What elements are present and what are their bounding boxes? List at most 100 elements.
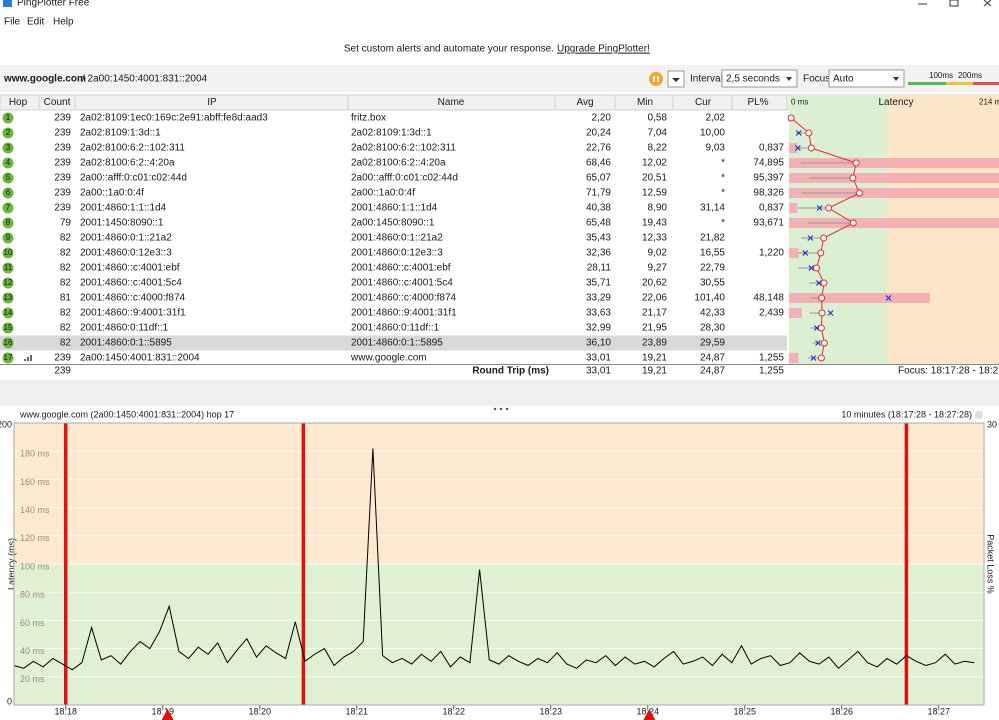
name-cell: 2001:4860::c:4000:f874	[351, 293, 457, 304]
focus-select[interactable]	[828, 69, 905, 88]
column-header[interactable]: Avg	[576, 97, 593, 108]
splitter-grip	[499, 407, 503, 411]
name-cell: 2001:4860::c:4001:5c4	[351, 278, 453, 289]
pl-cell: 2,439	[759, 308, 784, 319]
cur-cell: 29,59	[700, 338, 725, 349]
hop-badge	[2, 322, 14, 334]
x-tick-label: 18:22	[442, 706, 465, 716]
packet-loss-bar	[789, 158, 999, 168]
hop-number: 3	[6, 143, 11, 152]
name-cell: 2a00::afff:0:c01:c02:44d	[351, 173, 458, 184]
pl-cell: 1,255	[759, 353, 784, 364]
splitter[interactable]	[0, 380, 999, 406]
column-header[interactable]: Name	[438, 97, 465, 108]
summary-avg: 33,01	[586, 366, 611, 377]
avg-marker	[820, 339, 828, 347]
packet-loss-bar	[789, 353, 799, 363]
focus-label: Focus	[803, 74, 830, 85]
column-header[interactable]: Cur	[695, 97, 712, 108]
maximize-button[interactable]	[949, 0, 959, 7]
scale-label: 100ms	[929, 71, 953, 80]
current-marker	[794, 145, 801, 151]
cur-cell: 16,55	[700, 248, 725, 259]
count-cell: 82	[60, 248, 72, 259]
range-dropdown[interactable]	[975, 411, 983, 419]
cur-cell: 10,00	[700, 128, 725, 139]
current-marker	[816, 205, 823, 211]
menu-bar: File Edit Help	[4, 17, 74, 28]
hop-badge	[2, 157, 14, 169]
close-button[interactable]	[983, 0, 992, 7]
avg-cell: 28,11	[587, 263, 612, 274]
name-cell: 2001:4860::9:4001:31f1	[351, 308, 457, 319]
name-cell: 2001:4860:0:11df::1	[351, 323, 440, 334]
y-axis-label: 0	[7, 696, 12, 706]
name-cell: 2001:4860::c:4001:ebf	[351, 263, 451, 274]
column-header[interactable]: PL%	[747, 97, 768, 108]
x-tick-label: 18:21	[345, 706, 368, 716]
avg-marker	[818, 309, 826, 317]
min-cell: 20,51	[642, 173, 667, 184]
interval-label: Interval	[690, 74, 723, 85]
splitter-grip	[493, 407, 497, 411]
packet-loss-bar	[789, 203, 798, 213]
avg-cell: 65,48	[586, 218, 611, 229]
avg-marker	[807, 144, 815, 152]
min-cell: 23,89	[642, 338, 667, 349]
upgrade-link[interactable]: Upgrade PingPlotter!	[557, 44, 650, 55]
menu-item[interactable]: File	[4, 17, 21, 28]
summary-cur: 24,87	[700, 366, 725, 377]
scale-label: 200ms	[958, 71, 982, 80]
scale-bar	[908, 82, 946, 85]
cur-cell: 21,82	[700, 233, 725, 244]
hop-number: 4	[6, 158, 11, 167]
y-tick-label: 60 ms	[20, 618, 45, 628]
column-header[interactable]: Count	[44, 97, 71, 108]
target-host: www.google.com	[3, 74, 86, 85]
hop-number: 1	[6, 113, 11, 122]
graph-range: 10 minutes (18:17:28 - 18:27:28)	[841, 409, 972, 419]
column-header[interactable]: Hop	[9, 97, 28, 108]
dropdown-arrow	[893, 77, 899, 81]
hop-badge	[2, 187, 14, 199]
latency-header-max: 214 ms	[979, 98, 999, 107]
name-cell: 2a00:1450:8090::1	[351, 218, 435, 229]
selected-row	[0, 335, 787, 351]
ip-cell: 2001:4860::c:4001:5c4	[80, 278, 182, 289]
title-bar	[0, 0, 999, 10]
pause-icon	[657, 76, 659, 82]
current-marker	[808, 265, 815, 271]
avg-marker	[818, 294, 826, 302]
summary-pl: 1,255	[759, 366, 784, 377]
y-tick-label: 80 ms	[20, 590, 45, 600]
avg-marker	[817, 354, 825, 362]
count-cell: 239	[54, 173, 71, 184]
pl-cell: 0,837	[759, 143, 784, 154]
y-axis-title: Latency (ms)	[6, 538, 16, 590]
latency-header-min: 0 ms	[791, 98, 808, 107]
name-cell: 2001:4860:0:1::5895	[351, 338, 443, 349]
menu-item[interactable]: Edit	[27, 17, 44, 28]
column-header[interactable]: IP	[207, 97, 217, 108]
min-cell: 20,62	[642, 278, 667, 289]
ip-cell: 2001:4860::c:4001:ebf	[80, 263, 180, 274]
count-cell: 79	[60, 218, 72, 229]
avg-marker	[805, 129, 813, 137]
menu-item[interactable]: Help	[53, 17, 74, 28]
column-header[interactable]: Min	[637, 97, 653, 108]
y-tick-label: 120 ms	[20, 533, 50, 543]
avg-cell: 71,79	[586, 188, 611, 199]
pause-button[interactable]	[649, 72, 663, 86]
summary-count: 239	[54, 366, 71, 377]
pl-cell: 98,326	[753, 188, 784, 199]
packet-loss-bar	[789, 188, 999, 198]
interval-select[interactable]	[721, 69, 798, 88]
hop-badge	[2, 217, 14, 229]
hop-badge	[2, 292, 14, 304]
packet-loss-bar	[789, 248, 799, 258]
avg-marker	[820, 234, 828, 242]
graph-icon	[27, 357, 29, 361]
ip-cell: 2a02:8100:6:2::102:311	[80, 143, 185, 154]
ip-cell: 2a02:8100:6:2::4:20a	[80, 158, 175, 169]
